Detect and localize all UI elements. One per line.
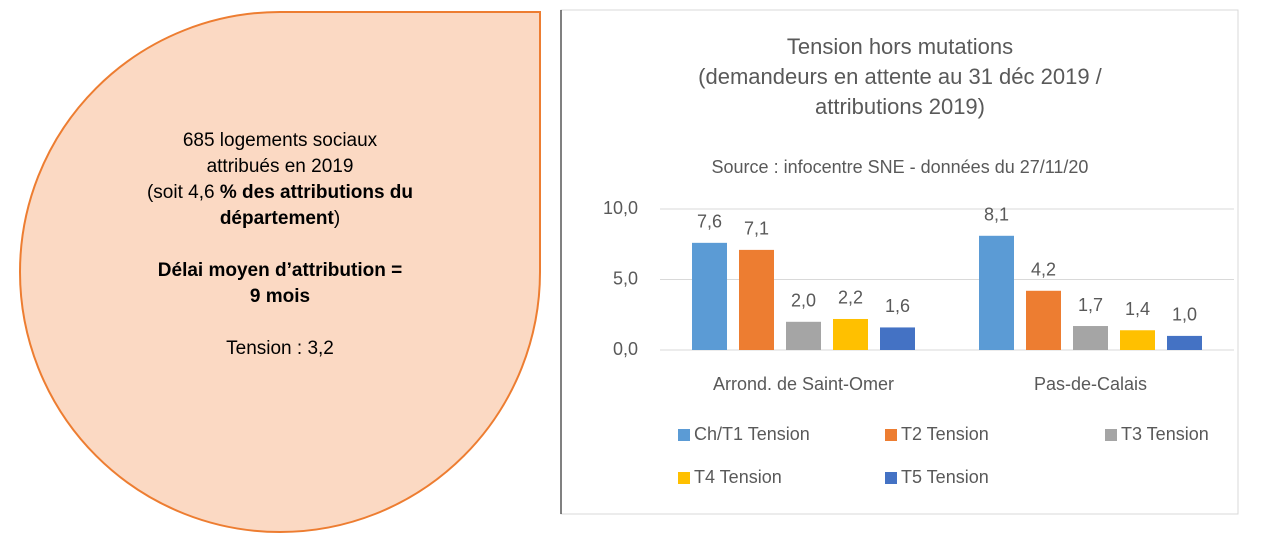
- bar: [692, 242, 727, 350]
- bar: [979, 235, 1014, 350]
- text: ): [333, 208, 341, 229]
- value-label: 1,7: [1078, 295, 1103, 315]
- text: (soit 4,6: [146, 182, 220, 203]
- y-tick-label: 0,0: [613, 339, 638, 359]
- bar: [833, 318, 868, 350]
- legend-label: T3 Tension: [1121, 424, 1209, 444]
- bar: [1073, 326, 1108, 350]
- line: Délai moyen d’attribution =: [100, 258, 460, 284]
- teardrop: [19, 11, 541, 533]
- chart-title: (demandeurs en attente au 31 déc 2019 /: [698, 64, 1103, 89]
- bar: [1120, 330, 1155, 350]
- bar: [880, 327, 915, 350]
- value-label: 7,6: [697, 212, 722, 232]
- bar: [786, 321, 821, 350]
- chart-title: Tension hors mutations: [787, 34, 1013, 59]
- x-tick-label: Arrond. de Saint-Omer: [713, 374, 894, 394]
- bar: [1026, 290, 1061, 350]
- text: 9 mois: [249, 286, 311, 307]
- legend-swatch: [885, 429, 897, 441]
- line: (soit 4,6 % des attributions du: [100, 180, 460, 206]
- value-label: 8,1: [984, 205, 1009, 225]
- line: 9 mois: [100, 284, 460, 310]
- callout-shape: [19, 11, 541, 533]
- legend-label: T4 Tension: [694, 467, 782, 487]
- legend-swatch: [678, 429, 690, 441]
- line: 685 logements sociaux: [100, 128, 460, 154]
- value-label: 1,4: [1125, 299, 1150, 319]
- chart-title: attributions 2019): [815, 94, 985, 119]
- text: % des attributions du: [219, 182, 414, 203]
- y-tick-label: 5,0: [613, 268, 638, 288]
- text: département: [219, 208, 334, 229]
- text: 685 logements sociaux: [182, 130, 378, 151]
- legend-swatch: [678, 472, 690, 484]
- value-label: 2,2: [838, 288, 863, 308]
- value-label: 7,1: [744, 219, 769, 239]
- legend-label: T2 Tension: [901, 424, 989, 444]
- value-label: 1,0: [1172, 305, 1197, 325]
- chart-frame: [560, 9, 1239, 515]
- text: Tension : 3,2: [226, 338, 334, 359]
- line: Tension : 3,2: [100, 336, 460, 362]
- value-label: 2,0: [791, 291, 816, 311]
- text: Délai moyen d’attribution =: [157, 260, 403, 281]
- bar: [1167, 335, 1202, 350]
- chart-subtitle: Source : infocentre SNE - données du 27/…: [712, 157, 1089, 177]
- legend-swatch: [885, 472, 897, 484]
- value-label: 4,2: [1031, 260, 1056, 280]
- line: département): [100, 206, 460, 232]
- bar: [739, 249, 774, 350]
- callout-text: 685 logements sociaux attribués en 2019 …: [100, 128, 460, 362]
- text: attribués en 2019: [206, 156, 354, 177]
- value-label: 1,6: [885, 296, 910, 316]
- legend-label: T5 Tension: [901, 467, 989, 487]
- y-tick-label: 10,0: [603, 198, 638, 218]
- line: attribués en 2019: [100, 154, 460, 180]
- legend-label: Ch/T1 Tension: [694, 424, 810, 444]
- x-tick-label: Pas-de-Calais: [1034, 374, 1147, 394]
- legend-swatch: [1105, 429, 1117, 441]
